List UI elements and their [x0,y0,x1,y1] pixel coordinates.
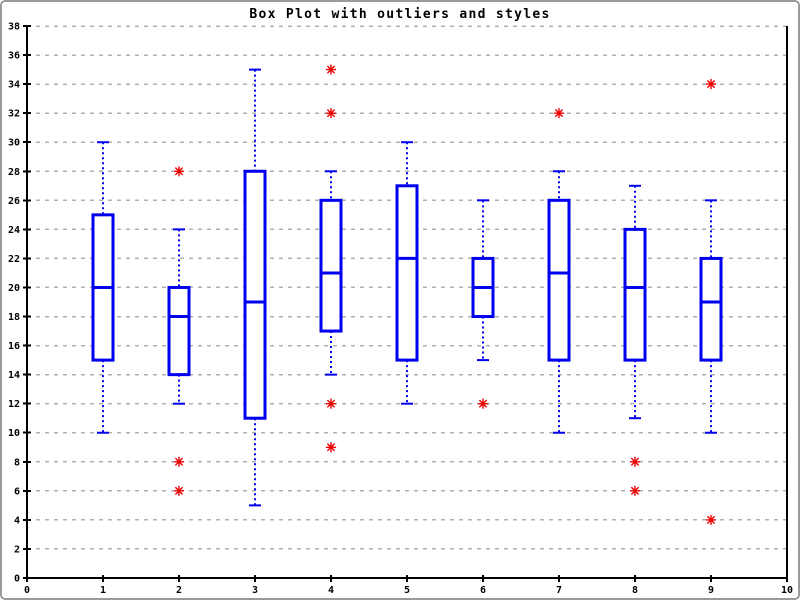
box-group [623,184,647,497]
iqr-box [243,169,267,420]
outlier-marker-ray [555,109,563,118]
box-group [471,199,495,409]
outlier-marker-ray [327,443,335,452]
outlier-marker-ray [327,109,335,118]
box-group [319,64,343,453]
y-tick-label: 2 [14,544,20,555]
outlier-marker-ray [631,486,639,495]
y-tick-label: 34 [8,80,20,91]
outlier-marker-ray [479,399,487,408]
box-group [547,107,571,434]
x-tick-label: 4 [328,585,334,596]
x-tick-label: 10 [781,585,793,596]
outlier-marker-ray [707,80,715,89]
iqr-box [167,285,191,377]
y-tick-label: 30 [8,138,20,149]
iqr-box [547,198,571,362]
chart-title: Box Plot with outliers and styles [249,7,551,22]
x-tick-label: 8 [632,585,638,596]
box-group [243,68,267,507]
box-group [167,166,191,497]
box-group [91,141,115,434]
y-tick-label: 28 [8,167,20,178]
box-group [395,141,419,405]
y-tick-label: 10 [8,428,20,439]
y-tick-label: 14 [8,370,20,381]
x-tick-label: 6 [480,585,486,596]
y-tick-label: 24 [8,225,20,236]
y-tick-label: 12 [8,399,20,410]
y-tick-label: 4 [14,515,20,526]
y-tick-label: 32 [8,109,20,120]
x-tick-label: 3 [252,585,258,596]
outlier-marker-ray [175,457,183,466]
y-tick-label: 26 [8,196,20,207]
y-tick-label: 6 [14,486,20,497]
iqr-box [319,198,343,333]
x-tick-label: 5 [404,585,410,596]
box-group [699,78,723,526]
x-tick-label: 0 [24,585,30,596]
x-tick-label: 2 [176,585,182,596]
outlier-marker-ray [707,515,715,524]
y-tick-label: 8 [14,457,20,468]
y-tick-label: 22 [8,254,20,265]
x-tick-label: 9 [708,585,714,596]
outlier-marker-ray [327,399,335,408]
iqr-box [623,227,647,362]
iqr-box [395,184,419,362]
x-tick-label: 7 [556,585,562,596]
y-tick-label: 38 [8,22,20,33]
outlier-marker-ray [327,65,335,74]
y-tick-label: 18 [8,312,20,323]
iqr-box [699,256,723,362]
y-tick-label: 36 [8,51,20,62]
outlier-marker-ray [175,167,183,176]
y-tick-label: 20 [8,283,20,294]
outlier-marker-ray [631,457,639,466]
x-tick-label: 1 [100,585,106,596]
y-tick-label: 0 [14,574,20,585]
y-tick-label: 16 [8,341,20,352]
outlier-marker-ray [175,486,183,495]
